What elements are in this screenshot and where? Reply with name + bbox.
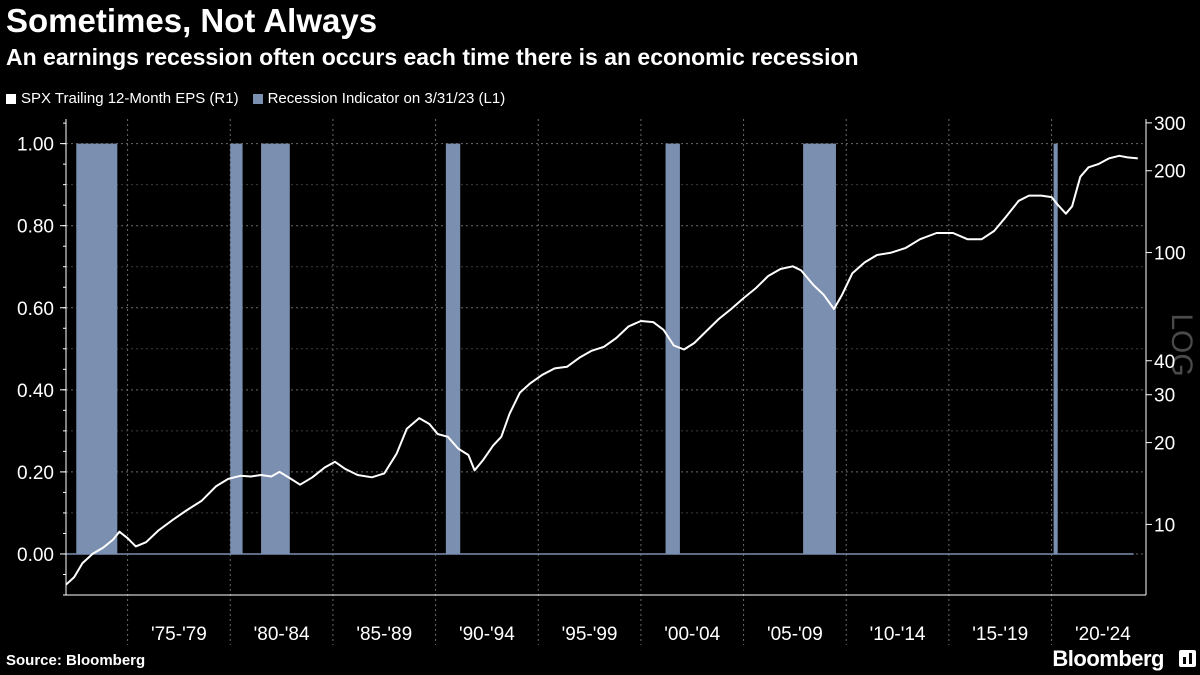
x-tick-label: '20-'24: [1075, 624, 1131, 645]
x-tick-label: '10-'14: [870, 624, 926, 645]
left-tick-label: 0.80: [17, 217, 54, 238]
recession-bar: [76, 143, 118, 554]
x-tick-label: '95-'99: [562, 624, 618, 645]
bloomberg-chart-icon: [1179, 650, 1196, 667]
right-tick-label: 40: [1154, 352, 1175, 373]
x-tick-label: '80-'84: [254, 624, 310, 645]
x-tick-label: '00-'04: [664, 624, 720, 645]
legend-swatch-recession: [252, 93, 263, 104]
x-tick-label: '75-'79: [151, 624, 207, 645]
log-scale-watermark: LOG: [1165, 313, 1198, 376]
x-tick-label: '15-'19: [972, 624, 1028, 645]
x-tick-label: '05-'09: [767, 624, 823, 645]
brand-logo: Bloomberg: [1052, 646, 1164, 671]
source-note: Source: Bloomberg: [6, 652, 146, 669]
left-tick-label: 0.20: [17, 463, 54, 484]
right-tick-label: 100: [1154, 244, 1186, 265]
legend-label-eps: SPX Trailing 12-Month EPS (R1): [21, 90, 239, 107]
right-tick-label: 20: [1154, 434, 1175, 455]
left-tick-label: 0.40: [17, 381, 54, 402]
legend-item-recession: Recession Indicator on 3/31/23 (L1): [252, 90, 506, 107]
recession-bar: [665, 143, 680, 554]
recession-bar: [230, 143, 243, 554]
left-tick-label: 0.60: [17, 299, 54, 320]
chart-title: Sometimes, Not Always: [6, 2, 378, 39]
right-tick-label: 300: [1154, 114, 1186, 135]
recession-bar: [445, 143, 461, 554]
recession-bar: [261, 143, 290, 554]
recession-bar: [1053, 143, 1058, 554]
right-tick-label: 30: [1154, 386, 1175, 407]
chart-subtitle: An earnings recession often occurs each …: [6, 44, 859, 70]
recession-bar: [803, 143, 836, 554]
right-tick-label: 200: [1154, 162, 1186, 183]
legend: SPX Trailing 12-Month EPS (R1) Recession…: [6, 90, 519, 107]
x-tick-label: '85-'89: [356, 624, 412, 645]
left-tick-label: 1.00: [17, 135, 54, 156]
legend-label-recession: Recession Indicator on 3/31/23 (L1): [267, 90, 506, 107]
right-tick-label: 10: [1154, 515, 1175, 536]
left-tick-label: 0.00: [17, 545, 54, 566]
legend-swatch-eps: [6, 93, 16, 104]
eps-series-line: [65, 154, 1138, 586]
x-tick-label: '90-'94: [459, 624, 515, 645]
legend-item-eps: SPX Trailing 12-Month EPS (R1): [6, 90, 239, 107]
